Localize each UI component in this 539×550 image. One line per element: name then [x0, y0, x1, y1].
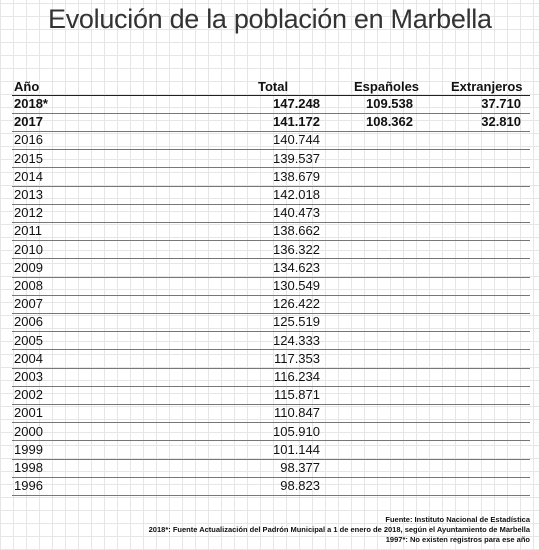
year-cell: 2012 [14, 205, 43, 221]
row-rule [12, 130, 530, 132]
value-cell: 138.662 [273, 223, 320, 239]
row-rule [12, 349, 530, 351]
year-cell: 2008 [14, 278, 43, 293]
year-cell: 2005 [14, 332, 43, 348]
value-cell: 140.473 [273, 205, 320, 221]
year-cell: 2000 [14, 423, 43, 439]
row-rule [12, 294, 530, 296]
value-cell: 124.333 [273, 332, 320, 348]
row-rule [12, 494, 530, 496]
column-header: Españoles [354, 79, 420, 94]
year-cell: 2002 [14, 387, 43, 403]
value-cell: 101.144 [273, 441, 320, 457]
value-cell: 139.537 [273, 150, 320, 166]
row-rule [12, 331, 530, 333]
value-cell: 138.679 [273, 168, 320, 184]
value-cell: 32.810 [481, 114, 521, 130]
row-rule [12, 440, 530, 442]
year-cell: 1999 [14, 441, 43, 457]
value-cell: 116.234 [273, 369, 320, 384]
year-cell: 2003 [14, 369, 43, 384]
value-cell: 117.353 [273, 350, 320, 366]
year-cell: 2010 [14, 241, 43, 257]
row-rule [12, 185, 530, 187]
year-cell: 2016 [14, 132, 43, 148]
value-cell: 136.322 [273, 241, 320, 257]
value-cell: 141.172 [273, 114, 320, 130]
row-rule [12, 240, 530, 242]
value-cell: 115.871 [273, 387, 320, 403]
year-cell: 1996 [14, 478, 43, 494]
footnote: 1997*: No existen registros para ese año [385, 535, 530, 544]
column-header: Extranjeros [451, 79, 523, 94]
year-cell: 2011 [14, 223, 42, 239]
value-cell: 109.538 [366, 96, 413, 111]
value-cell: 125.519 [273, 314, 320, 330]
header-rule [12, 95, 530, 96]
year-cell: 2007 [14, 296, 43, 312]
year-cell: 2013 [14, 187, 43, 202]
row-rule [12, 312, 530, 314]
value-cell: 98.823 [280, 478, 320, 494]
row-rule [12, 149, 530, 151]
value-cell: 140.744 [273, 132, 320, 148]
row-rule [12, 422, 530, 424]
value-cell: 110.847 [273, 405, 320, 421]
year-cell: 2015 [14, 150, 43, 166]
footnote: Fuente: Instituto Nacional de Estadístic… [385, 515, 530, 524]
value-cell: 105.910 [273, 423, 320, 439]
title: Evolución de la población en Marbella [48, 4, 492, 34]
row-rule [12, 221, 530, 223]
value-cell: 37.710 [481, 96, 521, 111]
year-cell: 2001 [14, 405, 43, 421]
year-cell: 2014 [14, 168, 43, 184]
year-cell: 2004 [14, 350, 43, 366]
value-cell: 147.248 [273, 96, 320, 111]
row-rule [12, 203, 530, 205]
column-header: Total [258, 79, 289, 94]
footnote: 2018*: Fuente Actualización del Padrón M… [148, 525, 530, 534]
year-cell: 2009 [14, 259, 43, 275]
value-cell: 108.362 [366, 114, 413, 130]
row-rule [12, 403, 530, 405]
row-rule [12, 476, 530, 478]
row-rule [12, 258, 530, 260]
row-rule [12, 112, 530, 114]
year-cell: 1998 [14, 460, 43, 475]
column-header: Año [14, 79, 40, 94]
value-cell: 134.623 [273, 259, 320, 275]
value-cell: 130.549 [273, 278, 320, 293]
row-rule [12, 385, 530, 387]
row-rule [12, 458, 530, 460]
row-rule [12, 276, 530, 278]
year-cell: 2006 [14, 314, 43, 330]
value-cell: 98.377 [280, 460, 320, 475]
value-cell: 126.422 [273, 296, 320, 312]
value-cell: 142.018 [273, 187, 320, 202]
row-rule [12, 167, 530, 169]
row-rule [12, 367, 530, 369]
year-cell: 2017 [14, 114, 43, 130]
year-cell: 2018* [14, 96, 48, 111]
